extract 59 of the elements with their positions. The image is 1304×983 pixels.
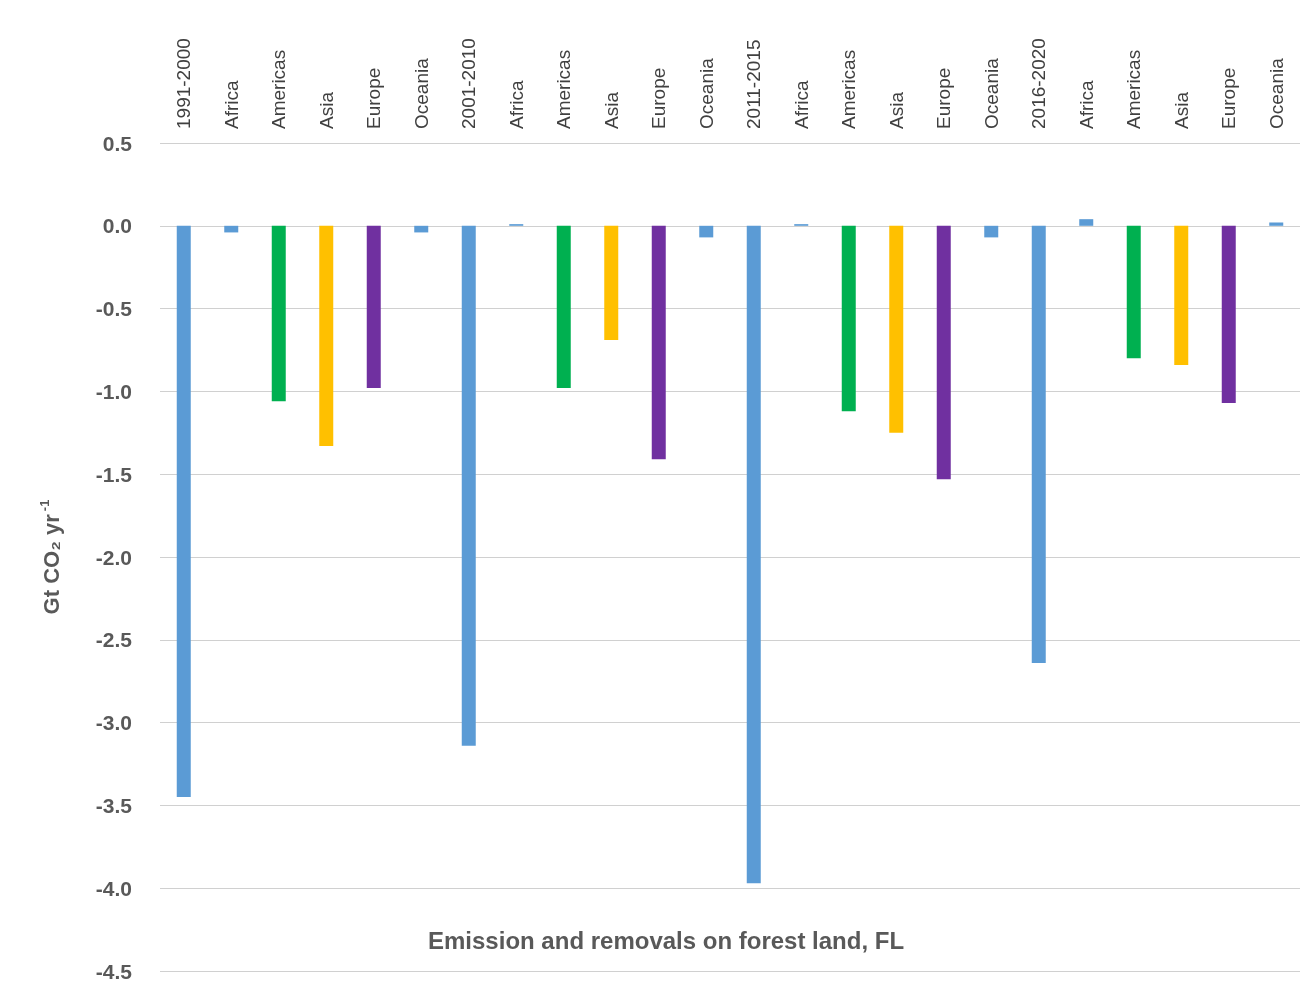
bar xyxy=(984,225,999,238)
bar xyxy=(1079,219,1094,226)
bar xyxy=(319,225,334,447)
y-axis-title: Gt CO₂ yr-1 xyxy=(37,499,64,615)
x-tick-label: Asia xyxy=(315,91,337,129)
bar xyxy=(414,225,429,233)
x-tick-label: Europe xyxy=(1218,67,1240,129)
bar xyxy=(1269,222,1284,226)
x-tick-label: Asia xyxy=(885,91,907,129)
bar xyxy=(1174,225,1189,365)
bar xyxy=(699,225,714,238)
bar xyxy=(556,225,571,389)
x-tick-label: 1991-2000 xyxy=(173,38,195,129)
x-tick-label: Oceania xyxy=(1265,57,1287,129)
y-tick-label: -0.5 xyxy=(95,297,133,321)
bar xyxy=(1031,225,1046,663)
y-tick-label: -2.5 xyxy=(95,628,133,652)
y-tick-label: 0.0 xyxy=(102,214,132,238)
bar xyxy=(366,225,381,389)
x-tick-label: Americas xyxy=(553,49,575,129)
x-tick-label: Africa xyxy=(505,80,527,129)
bar xyxy=(271,225,286,402)
y-tick-label: -2.0 xyxy=(95,545,132,569)
bar xyxy=(746,225,761,884)
y-tick-label: -1.5 xyxy=(95,462,133,486)
y-tick-label: -4.0 xyxy=(95,876,132,900)
x-tick-label: Europe xyxy=(933,67,955,129)
x-tick-label: Africa xyxy=(220,80,242,129)
y-tick-label: -1.0 xyxy=(95,379,132,403)
x-tick-label: Europe xyxy=(363,67,385,129)
y-tick-label: -4.5 xyxy=(95,959,133,983)
bar xyxy=(1126,225,1141,359)
bar xyxy=(461,225,476,746)
x-tick-label: Africa xyxy=(790,80,812,129)
x-tick-label: Americas xyxy=(838,49,860,129)
bar xyxy=(1221,225,1236,403)
bar xyxy=(889,225,904,433)
bar xyxy=(176,225,191,798)
x-tick-label: Oceania xyxy=(695,57,717,129)
x-tick-label: 2001-2010 xyxy=(458,38,480,129)
y-tick-label: 0.5 xyxy=(102,131,133,155)
bar xyxy=(936,225,951,480)
bar xyxy=(841,225,856,412)
x-tick-label: Americas xyxy=(268,49,290,129)
x-axis-title: Emission and removals on forest land, FL xyxy=(428,926,905,954)
x-tick-label: Asia xyxy=(600,91,622,129)
y-tick-label: -3.0 xyxy=(95,711,132,735)
x-tick-label: 2016-2020 xyxy=(1028,38,1050,129)
x-tick-label: Oceania xyxy=(980,57,1002,129)
x-tick-label: Oceania xyxy=(410,57,432,129)
x-tick-label: Asia xyxy=(1170,91,1192,129)
x-tick-label: Americas xyxy=(1123,49,1145,129)
bar xyxy=(651,225,666,460)
x-tick-label: Europe xyxy=(648,67,670,129)
bar xyxy=(224,225,239,233)
x-tick-label: Africa xyxy=(1075,80,1097,129)
x-tick-label: 2011-2015 xyxy=(743,39,765,129)
bar xyxy=(604,225,619,341)
y-tick-label: -3.5 xyxy=(95,793,133,817)
